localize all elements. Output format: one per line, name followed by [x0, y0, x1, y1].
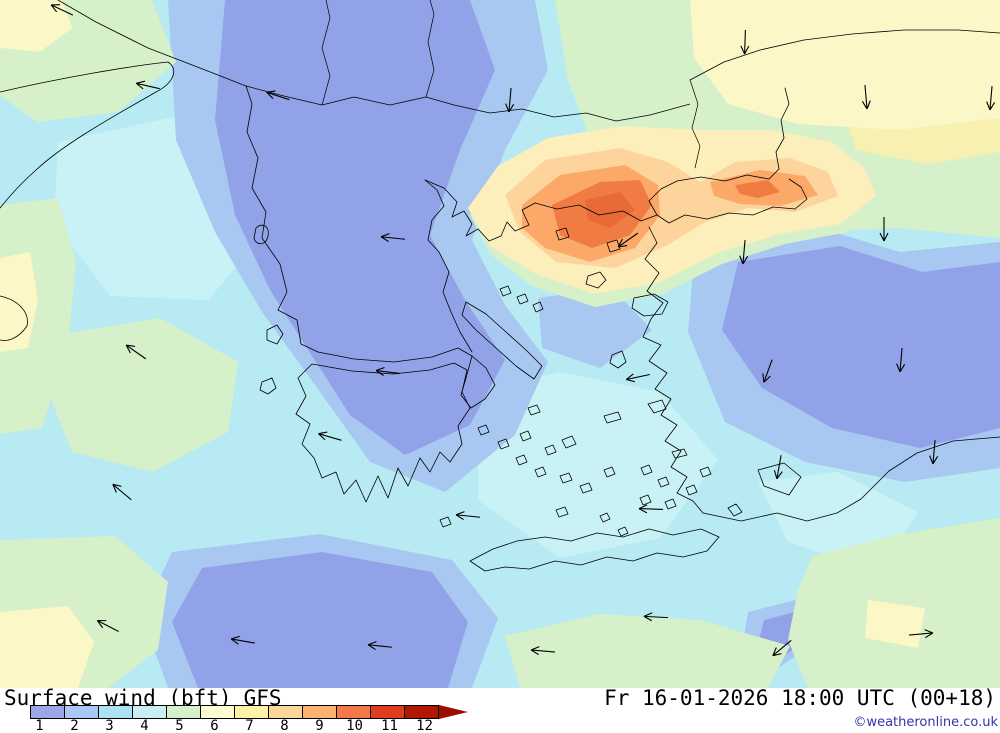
- wind-arrow: [638, 504, 664, 514]
- wind-arrow: [530, 646, 556, 656]
- scale-segment-5: [166, 705, 201, 719]
- wind-arrows-layer: [50, 4, 996, 657]
- scale-label-9: 9: [315, 718, 324, 733]
- wind-arrow: [625, 373, 650, 383]
- scale-label-10: 10: [346, 718, 363, 733]
- wind-arrow: [739, 239, 749, 265]
- wind-arrow: [896, 347, 906, 373]
- scale-label-5: 5: [175, 718, 184, 733]
- scale-segment-12: [404, 705, 439, 719]
- wind-arrow: [96, 620, 119, 632]
- scale-label-1: 1: [35, 718, 44, 733]
- scale-label-4: 4: [140, 718, 149, 733]
- map-title: Surface wind (bft) GFS: [4, 686, 282, 710]
- wind-arrow: [879, 217, 889, 242]
- parameter-label: Surface wind (bft): [4, 686, 232, 710]
- country-borders: [245, 0, 701, 169]
- datetime-label: Fr 16-01-2026 18:00 UTC (00+18): [604, 686, 996, 710]
- wind-arrow: [455, 511, 480, 521]
- scale-segment-8: [268, 705, 303, 719]
- wind-arrow: [986, 85, 996, 111]
- scale-segment-2: [64, 705, 99, 719]
- wind-arrow: [112, 483, 132, 501]
- wind-arrow: [125, 344, 147, 360]
- weather-map: [0, 0, 1000, 688]
- scale-segment-1: [30, 705, 65, 719]
- scale-segment-10: [336, 705, 371, 719]
- scale-segment-6: [200, 705, 235, 719]
- wind-arrow: [772, 639, 792, 657]
- wind-arrow: [643, 612, 669, 622]
- scale-segment-11: [370, 705, 405, 719]
- scale-label-2: 2: [70, 718, 79, 733]
- scale-label-6: 6: [210, 718, 219, 733]
- copyright: ©weatheronline.co.uk: [853, 715, 998, 730]
- scale-segment-4: [132, 705, 167, 719]
- wind-arrow: [375, 367, 400, 376]
- scale-label-8: 8: [280, 718, 289, 733]
- wind-arrow: [505, 87, 515, 113]
- color-scale-bar: [30, 705, 439, 719]
- scale-segment-7: [234, 705, 269, 719]
- color-scale-labels: 1 2 3 4 5 6 7 8 9 10 11 12: [22, 719, 442, 733]
- wind-arrow: [762, 359, 773, 383]
- wind-arrow: [861, 84, 871, 110]
- scale-label-12: 12: [416, 718, 433, 733]
- wind-arrow: [929, 439, 939, 465]
- wind-arrow: [380, 233, 405, 243]
- scale-segment-3: [98, 705, 133, 719]
- model-label: GFS: [243, 686, 282, 710]
- wind-arrow: [230, 635, 255, 645]
- wind-arrow: [50, 4, 74, 16]
- coastlines: [0, 0, 1000, 572]
- scale-label-11: 11: [381, 718, 398, 733]
- wind-arrow: [318, 431, 342, 441]
- wind-arrow: [908, 629, 934, 639]
- wind-arrow: [740, 29, 750, 55]
- scale-segment-9: [302, 705, 337, 719]
- wind-arrow: [135, 80, 160, 90]
- wind-arrow: [773, 455, 783, 480]
- wind-arrow: [266, 90, 290, 101]
- footer: Surface wind (bft) GFS Fr 16-01-2026 18:0…: [0, 688, 1000, 733]
- scale-label-3: 3: [105, 718, 114, 733]
- wind-field-layers: [0, 0, 1000, 688]
- scale-label-7: 7: [245, 718, 254, 733]
- color-scale-arrow-icon: [439, 705, 468, 719]
- wind-arrow: [367, 641, 392, 651]
- wind-arrow: [617, 232, 639, 248]
